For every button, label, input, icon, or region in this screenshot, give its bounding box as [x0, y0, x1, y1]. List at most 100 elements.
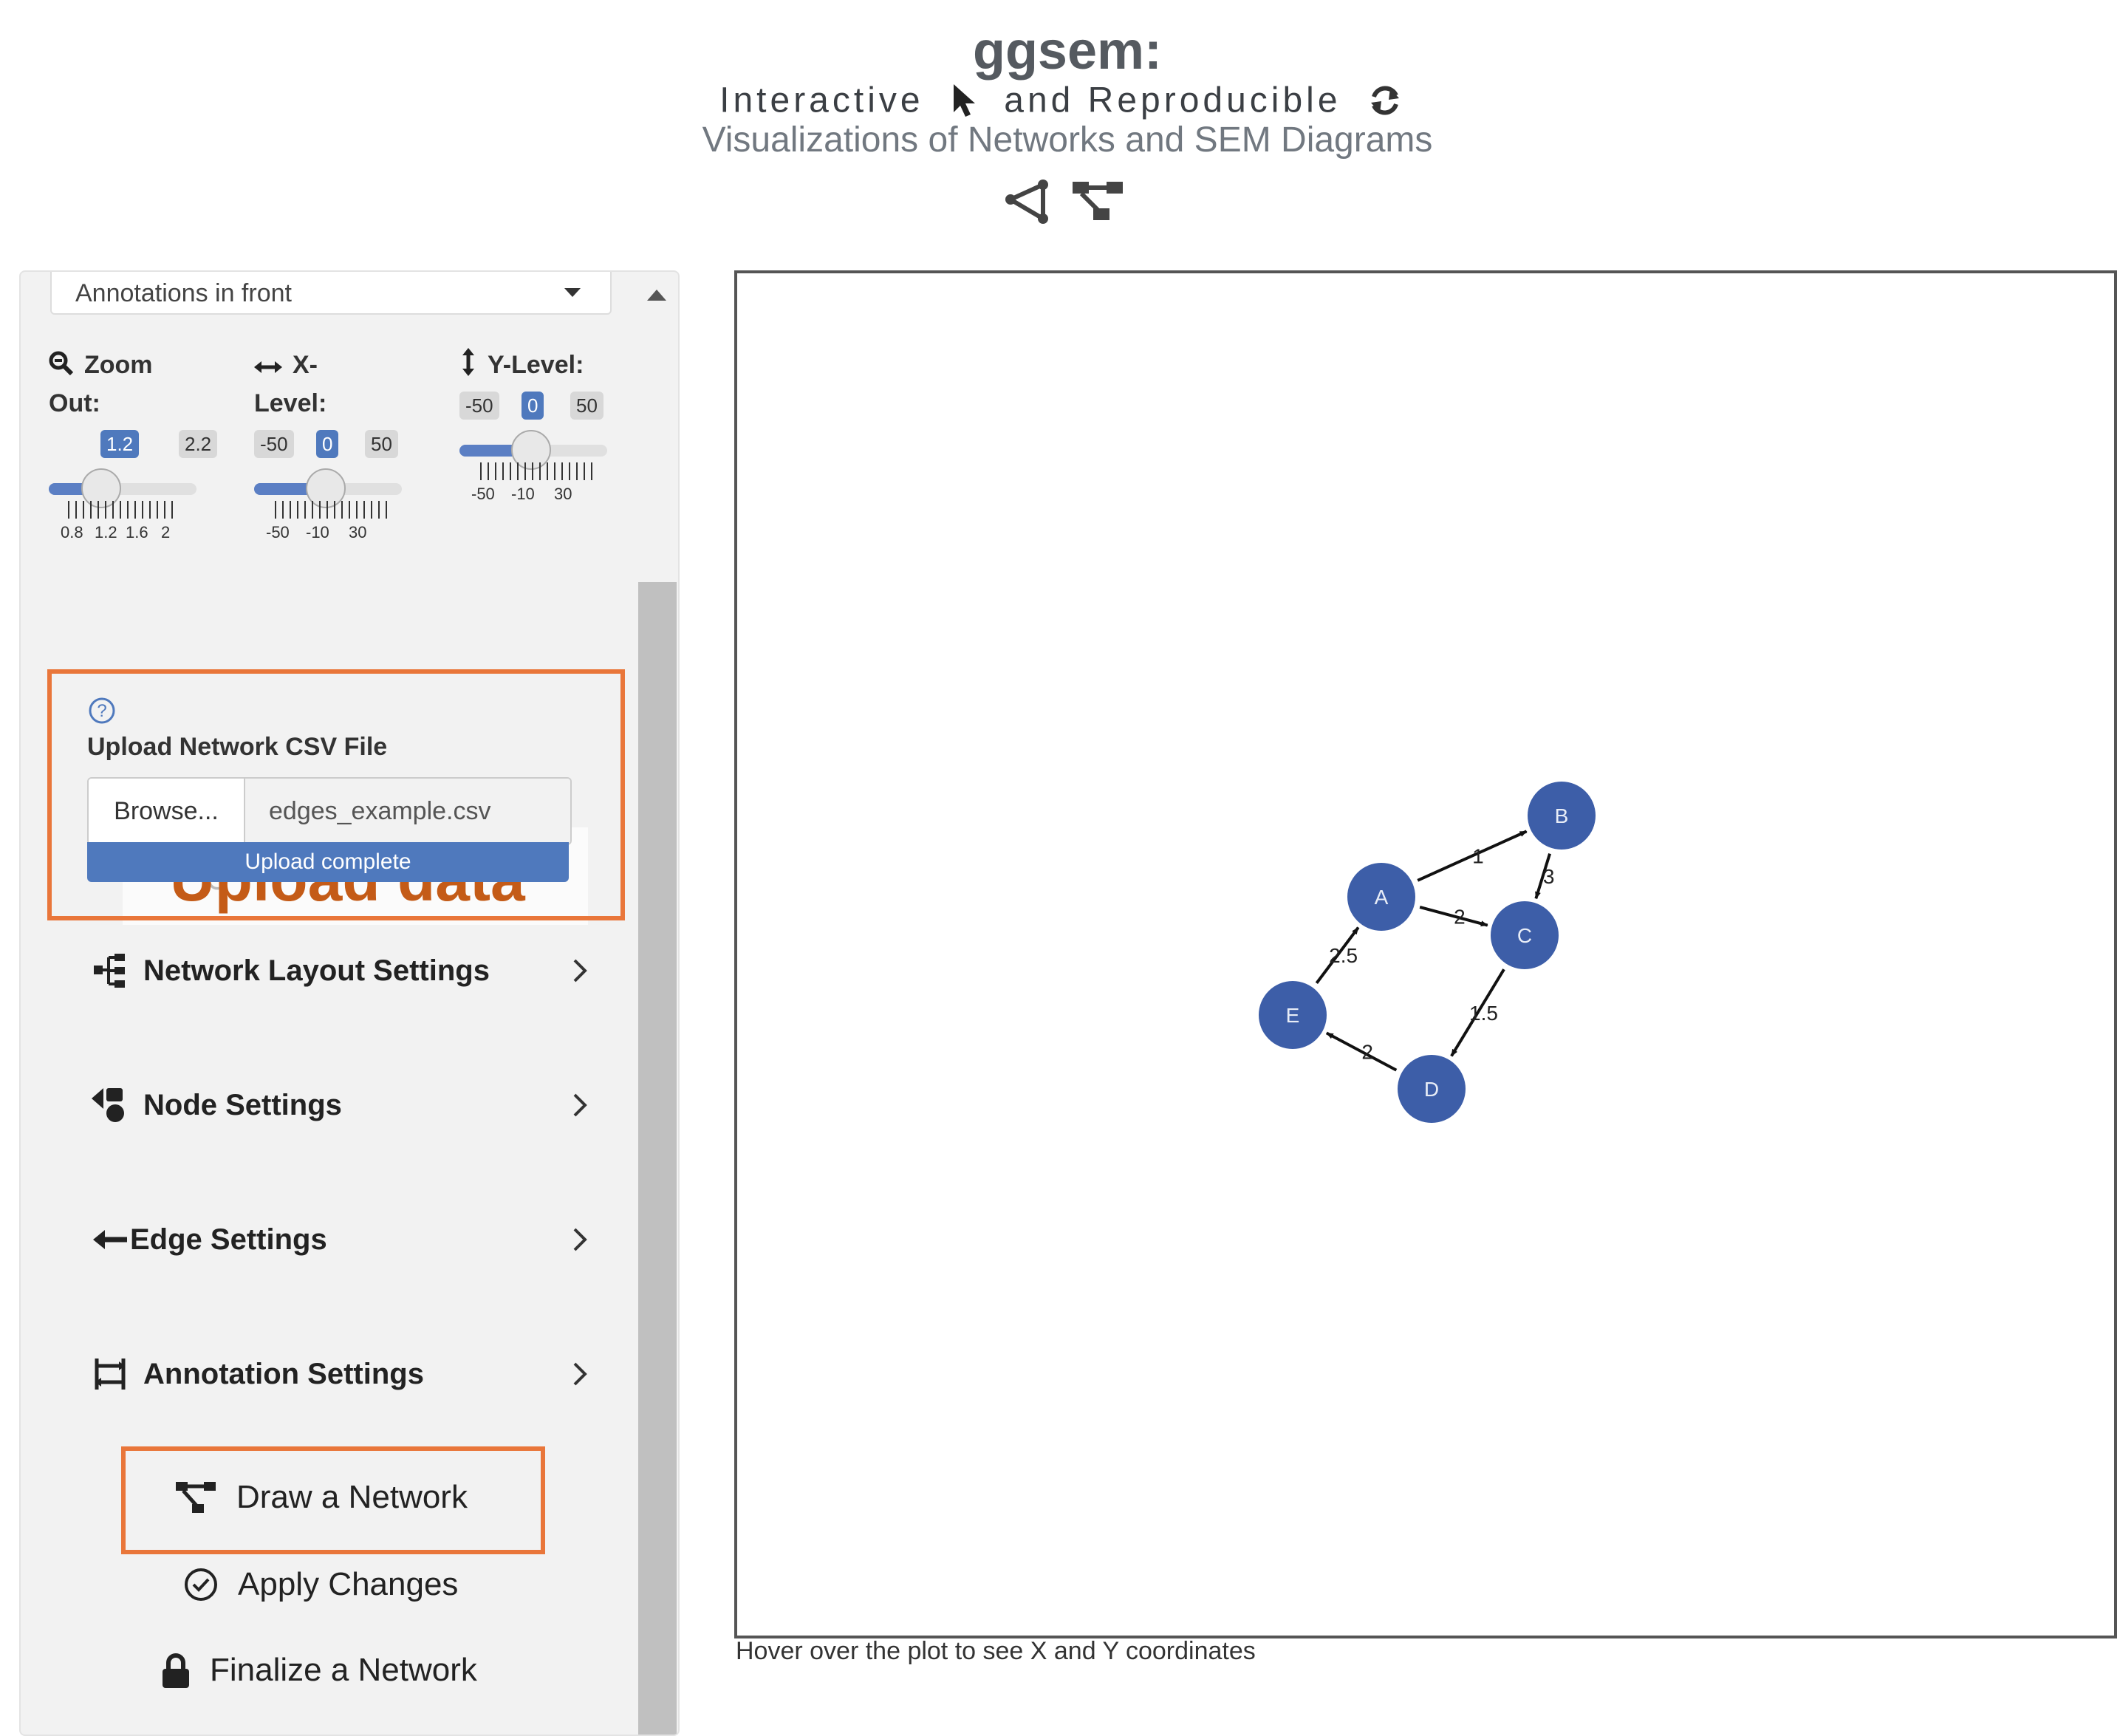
accordion-edge-settings[interactable]: Edge Settings — [87, 1210, 589, 1269]
node-circle[interactable] — [1528, 782, 1596, 850]
draw-network-button[interactable]: Draw a Network — [176, 1479, 468, 1516]
subtitle-interactive: Interactive — [719, 81, 924, 120]
xlevel-label-line2: Level: — [254, 389, 327, 417]
ylevel-tick-label: -10 — [511, 485, 535, 503]
chevron-down-icon — [564, 288, 581, 297]
node-circle[interactable] — [1347, 863, 1415, 931]
node-label: B — [1555, 804, 1569, 827]
sitemap-icon — [94, 954, 125, 988]
draw-network-label: Draw a Network — [236, 1479, 468, 1515]
help-icon[interactable]: ? — [87, 696, 117, 725]
xlevel-label: X- Level: — [254, 346, 431, 423]
xlevel-max-value: 50 — [365, 430, 398, 458]
apply-changes-button[interactable]: Apply Changes — [183, 1566, 458, 1603]
network-plot[interactable]: 1 2 3 1.5 2 2.5 A B C D E — [734, 270, 2117, 1638]
node-label: C — [1517, 924, 1532, 947]
xlevel-slider-ticks — [275, 501, 387, 519]
app-title: ggsem: — [972, 21, 1163, 81]
zoom-label-line2: Out: — [49, 389, 100, 417]
zoom-tick-label: 0.8 — [61, 523, 83, 541]
edge-line — [1315, 926, 1360, 984]
draw-highlight-box — [121, 1446, 545, 1554]
chevron-right-icon — [573, 959, 587, 983]
node-circle[interactable] — [1398, 1055, 1466, 1123]
ylevel-tick-label: 30 — [554, 485, 572, 503]
hierarchy-icon — [176, 1482, 216, 1513]
ylevel-tick-label: -50 — [471, 485, 495, 503]
chevron-right-icon — [573, 1362, 587, 1386]
arrows-vertical-icon — [462, 348, 474, 376]
network-graph[interactable]: 1 2 3 1.5 2 2.5 A B C D E — [737, 273, 2114, 1636]
scroll-up-icon[interactable] — [647, 290, 666, 301]
check-circle-icon — [185, 1568, 217, 1601]
xlevel-current-value: 0 — [316, 430, 339, 458]
zoom-current-value: 1.2 — [100, 430, 140, 458]
node-label: A — [1375, 886, 1389, 909]
subtitle-reproducible: and Reproducible — [1004, 81, 1341, 120]
accordion-network-layout-settings[interactable]: Network Layout Settings — [87, 941, 589, 1000]
upload-progress-bar: Upload complete — [87, 842, 569, 882]
app-subtitle-line2: Visualizations of Networks and SEM Diagr… — [702, 120, 1433, 160]
layer-order-select[interactable]: Annotations in front — [50, 272, 612, 315]
xlevel-slider-group: X- Level: -50 0 50 -50 -10 30 — [254, 346, 431, 567]
sidebar-scrollbar[interactable] — [638, 582, 677, 1735]
node-label: D — [1424, 1078, 1439, 1101]
zoom-label: Zoom Out: — [49, 346, 226, 423]
accordion-label: Network Layout Settings — [143, 954, 490, 987]
edge-line — [1419, 906, 1488, 927]
shapes-icon — [92, 1088, 124, 1122]
node-circle[interactable] — [1259, 981, 1327, 1049]
edge-label: 2 — [1454, 905, 1466, 928]
node-circle[interactable] — [1491, 901, 1559, 969]
xlevel-tick-label: -10 — [306, 523, 329, 541]
arrows-horizontal-icon — [254, 361, 282, 373]
upload-highlight-box — [47, 669, 625, 920]
zoom-tick-label: 2 — [161, 523, 171, 541]
edge-label: 2 — [1361, 1041, 1373, 1064]
edge-label: 1 — [1472, 845, 1484, 868]
zoom-slider-ticks — [68, 501, 177, 519]
text-width-icon — [95, 1359, 126, 1390]
browse-button[interactable]: Browse... — [89, 779, 245, 844]
edge-label: 1.5 — [1469, 1002, 1498, 1025]
accordion-node-settings[interactable]: Node Settings — [87, 1076, 589, 1135]
file-input[interactable]: Browse... edges_example.csv — [87, 777, 572, 845]
accordion-label: Annotation Settings — [143, 1357, 424, 1390]
network-icon — [1005, 180, 1048, 224]
finalize-network-button[interactable]: Finalize a Network — [161, 1652, 477, 1689]
ylevel-label-text: Y-Level: — [488, 351, 584, 379]
cursor-icon — [953, 84, 975, 117]
accordion-label: Edge Settings — [130, 1223, 327, 1256]
svg-text:?: ? — [97, 701, 106, 721]
chevron-right-icon — [573, 1093, 587, 1117]
ylevel-current-value: 0 — [522, 392, 544, 420]
file-name-field[interactable]: edges_example.csv — [245, 779, 570, 844]
edge-line — [1417, 830, 1528, 882]
arrow-left-icon — [93, 1230, 127, 1249]
xlevel-label-line1: X- — [293, 351, 318, 379]
edge-label: 2.5 — [1329, 944, 1358, 967]
zoom-slider-group: Zoom Out: 1.2 2.2 0.8 1.2 1.6 2 — [49, 346, 226, 567]
xlevel-tick-label: 30 — [349, 523, 367, 541]
hierarchy-icon — [1073, 182, 1123, 220]
zoom-tick-label: 1.6 — [126, 523, 148, 541]
layer-order-value: Annotations in front — [75, 279, 292, 307]
upload-csv-label: Upload Network CSV File — [87, 733, 388, 761]
accordion-annotation-settings[interactable]: Annotation Settings — [87, 1344, 589, 1404]
chevron-right-icon — [573, 1228, 587, 1251]
xlevel-tick-label: -50 — [266, 523, 290, 541]
xlevel-min-value: -50 — [254, 430, 294, 458]
finalize-network-label: Finalize a Network — [210, 1652, 477, 1688]
ylevel-slider-ticks — [480, 462, 592, 480]
edge-line — [1325, 1031, 1398, 1072]
zoom-label-line1: Zoom — [84, 351, 153, 379]
edge-line — [1534, 853, 1551, 900]
zoom-tick-label: 1.2 — [95, 523, 117, 541]
edge-label: 3 — [1543, 865, 1555, 888]
edge-line — [1450, 968, 1505, 1057]
ylevel-slider-group: Y-Level: -50 0 50 -50 -10 30 — [459, 346, 637, 567]
zoom-out-icon — [49, 351, 74, 376]
header-icons — [1005, 179, 1124, 226]
app-subtitle: Interactive and Reproducible — [0, 77, 2120, 123]
node-label: E — [1286, 1004, 1300, 1027]
